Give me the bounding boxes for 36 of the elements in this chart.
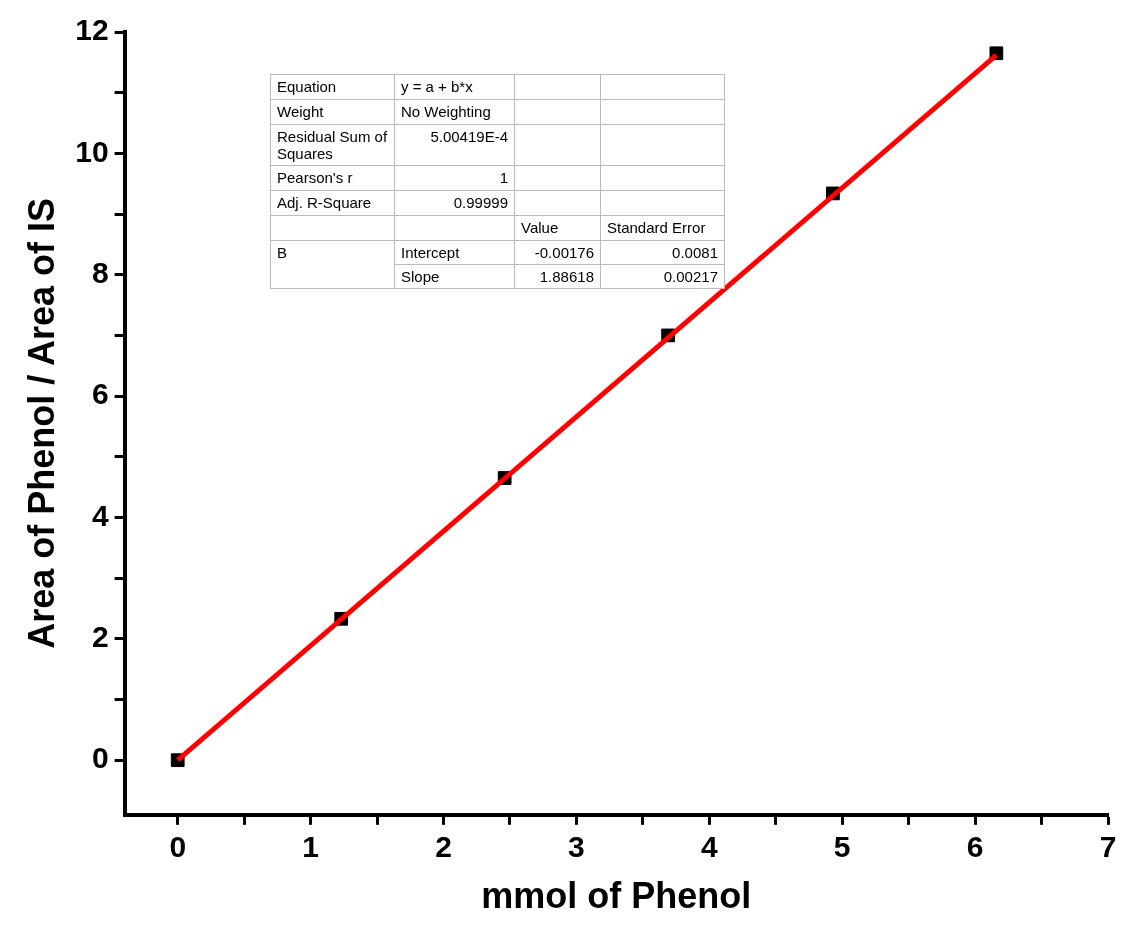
y-tick-label: 8 <box>91 255 109 289</box>
annotation: Weight <box>270 99 395 125</box>
annotation: B <box>270 240 395 289</box>
annotation: Slope <box>394 264 515 289</box>
annotation: 5.00419E-4 <box>394 124 515 166</box>
annotation: -0.00176 <box>514 240 601 265</box>
y-tick-label: 4 <box>91 498 109 532</box>
x-tick-label: 4 <box>700 830 718 864</box>
annotation: 0.99999 <box>394 190 515 216</box>
x-tick-label: 3 <box>568 830 585 864</box>
annotation: Pearson's r <box>270 165 395 191</box>
y-tick-label: 10 <box>75 134 109 168</box>
annotation: Residual Sum of Squares <box>270 124 395 166</box>
x-tick-label: 2 <box>435 830 452 864</box>
annotation: Standard Error <box>600 215 725 241</box>
x-tick-label: 5 <box>833 830 851 864</box>
x-axis-title: mmol of Phenol <box>481 875 752 917</box>
y-tick-label: 12 <box>75 13 109 47</box>
y-tick-label: 2 <box>91 620 109 654</box>
annotation: Adj. R-Square <box>270 190 395 216</box>
y-tick-label: 0 <box>91 741 109 775</box>
x-tick-label: 0 <box>169 830 187 864</box>
annotation: 0.0081 <box>600 240 725 265</box>
annotation: No Weighting <box>394 99 515 125</box>
annotation: 1.88618 <box>514 264 601 289</box>
x-tick-label: 7 <box>1099 830 1117 864</box>
annotation: Value <box>514 215 601 241</box>
x-tick-label: 6 <box>966 830 984 864</box>
annotation: Intercept <box>394 240 515 265</box>
x-tick-label: 1 <box>302 830 319 864</box>
annotation: 1 <box>394 165 515 191</box>
y-axis-title: Area of Phenol / Area of IS <box>20 198 62 649</box>
annotation: Equation <box>270 74 395 100</box>
annotation: y = a + b*x <box>394 74 515 100</box>
annotation: 0.00217 <box>600 264 725 289</box>
y-tick-label: 6 <box>91 377 109 411</box>
